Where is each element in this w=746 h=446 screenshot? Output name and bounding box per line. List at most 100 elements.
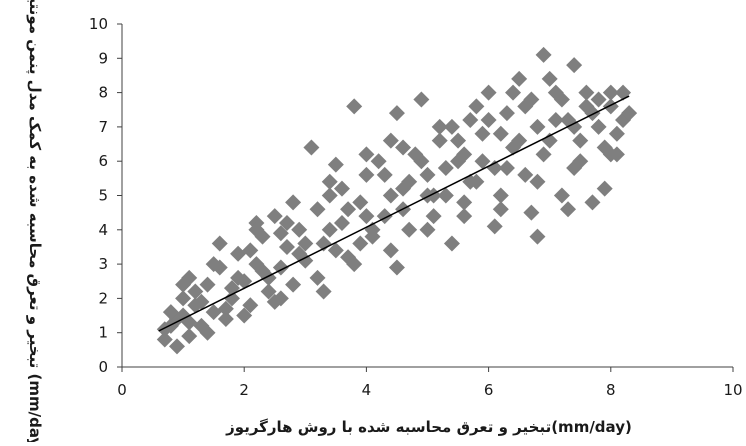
x-tick-labels: 0 2 4 6 8 10	[117, 381, 742, 399]
data-point	[431, 118, 448, 135]
data-point	[425, 208, 442, 225]
data-point	[529, 173, 546, 190]
data-point	[199, 324, 216, 341]
data-point	[431, 132, 448, 149]
data-point	[352, 194, 369, 211]
data-point	[175, 290, 192, 307]
data-point	[498, 160, 515, 177]
data-point	[468, 98, 485, 115]
data-point	[309, 269, 326, 286]
data-point	[511, 132, 528, 149]
data-point	[413, 153, 430, 170]
data-point	[370, 153, 387, 170]
data-point	[266, 208, 283, 225]
data-point	[382, 187, 399, 204]
data-point	[382, 242, 399, 259]
data-point	[230, 269, 247, 286]
data-point	[498, 105, 515, 122]
data-point	[187, 283, 204, 300]
data-point	[321, 173, 338, 190]
data-point	[492, 201, 509, 218]
x-axis-title: تبخیر و تعرق محاسبه شده با روش هارگریوز(…	[225, 418, 632, 436]
data-point	[553, 91, 570, 108]
y-tick-label: 0	[98, 358, 108, 376]
data-point	[596, 180, 613, 197]
data-point	[266, 293, 283, 310]
data-point	[358, 146, 375, 163]
y-tick-label: 7	[98, 118, 108, 136]
data-point	[217, 300, 234, 317]
data-point	[181, 328, 198, 345]
data-point	[272, 225, 289, 242]
data-point	[480, 84, 497, 101]
x-tick-label: 6	[484, 381, 494, 399]
data-point	[333, 180, 350, 197]
data-point	[395, 139, 412, 156]
data-point	[321, 187, 338, 204]
data-point	[590, 91, 607, 108]
data-point	[566, 160, 583, 177]
x-tick-label: 0	[117, 381, 127, 399]
data-point	[584, 105, 601, 122]
data-point	[462, 112, 479, 129]
data-point	[168, 338, 185, 355]
data-point	[486, 160, 503, 177]
x-tick-label: 4	[362, 381, 372, 399]
data-point	[443, 118, 460, 135]
trendline-layer	[158, 95, 630, 332]
data-point	[291, 221, 308, 238]
data-point	[456, 194, 473, 211]
data-point	[248, 221, 265, 238]
data-point	[492, 187, 509, 204]
data-point	[566, 118, 583, 135]
data-point	[602, 98, 619, 115]
data-point	[437, 187, 454, 204]
data-point	[358, 166, 375, 183]
y-tick-label: 4	[98, 221, 108, 239]
x-tick-label: 2	[239, 381, 249, 399]
data-point	[553, 187, 570, 204]
data-point	[456, 208, 473, 225]
data-point	[505, 84, 522, 101]
data-point	[419, 166, 436, 183]
data-point	[388, 105, 405, 122]
data-point	[352, 235, 369, 252]
data-point	[547, 112, 564, 129]
y-tick-label: 6	[98, 152, 108, 170]
data-point	[346, 98, 363, 115]
data-point	[315, 235, 332, 252]
data-point	[205, 256, 222, 273]
data-point	[327, 242, 344, 259]
data-point	[456, 146, 473, 163]
data-point	[278, 214, 295, 231]
data-point	[382, 132, 399, 149]
y-tick-label: 9	[98, 49, 108, 67]
data-point	[162, 304, 179, 321]
data-point	[443, 235, 460, 252]
trendline	[158, 95, 630, 332]
data-point	[242, 297, 259, 314]
data-point	[199, 276, 216, 293]
data-point	[529, 228, 546, 245]
data-point	[578, 84, 595, 101]
data-point	[529, 118, 546, 135]
data-point	[590, 118, 607, 135]
y-tick-label: 2	[98, 289, 108, 307]
x-tick-label: 8	[606, 381, 616, 399]
data-point	[340, 201, 357, 218]
data-point	[242, 242, 259, 259]
data-point	[480, 112, 497, 129]
data-point	[450, 132, 467, 149]
data-point	[260, 283, 277, 300]
data-point	[333, 214, 350, 231]
data-point	[621, 105, 638, 122]
x-tick-label: 10	[723, 381, 742, 399]
data-point	[346, 256, 363, 273]
data-point	[474, 125, 491, 142]
y-tick-labels: 0 1 2 3 4 5 6 7 8 9 10	[89, 15, 108, 376]
axes	[117, 23, 734, 372]
data-point	[419, 221, 436, 238]
data-point	[223, 290, 240, 307]
